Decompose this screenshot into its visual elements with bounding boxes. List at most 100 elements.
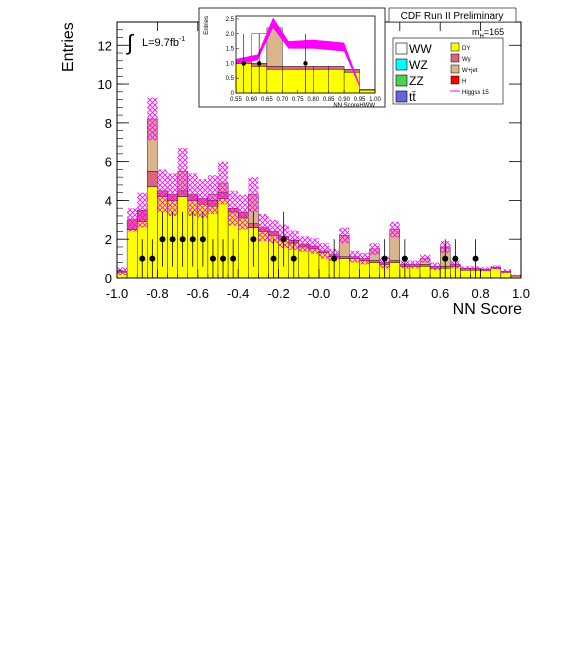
uncertainty-bin [430, 262, 440, 270]
x-tick-label: 0.2 [350, 286, 368, 301]
uncertainty-bin [309, 238, 319, 254]
x-tick-label: -0.8 [146, 286, 168, 301]
chart-title: CDF Run II Preliminary [401, 11, 504, 22]
bar-wg [390, 261, 400, 263]
data-point [271, 256, 277, 262]
inset-x-tick-label: 0.75 [292, 97, 304, 103]
uncertainty-bin [359, 253, 369, 265]
y-tick-label: 4 [105, 193, 112, 208]
inset-bar-dy [344, 72, 359, 93]
bar-dy [339, 259, 349, 278]
legend-swatch-ww [396, 43, 407, 54]
x-tick-label: 0.6 [431, 286, 449, 301]
data-point [331, 256, 337, 262]
uncertainty-bin [127, 208, 137, 231]
y-tick-label: 2 [105, 232, 112, 247]
y-axis-label: Entries [60, 22, 77, 72]
legend-swatch-wz [396, 59, 407, 70]
x-tick-label: 0.8 [472, 286, 490, 301]
legend-label-h: H [462, 79, 466, 85]
x-tick-label: -0.2 [267, 286, 289, 301]
uncertainty-bin [319, 243, 329, 259]
luminosity-annotation: ∫ L=9.7fb-1 [125, 30, 185, 55]
data-point [180, 236, 186, 242]
data-point [250, 236, 256, 242]
legend-swatch-zz [396, 75, 407, 86]
uncertainty-bin [208, 175, 218, 214]
inset-y-tick-label: 1.0 [226, 61, 235, 67]
bar-dy [420, 266, 430, 278]
integral-symbol: ∫ [125, 30, 135, 55]
legend-swatch-dy [451, 43, 459, 51]
inset-y-tick-label: 1.5 [226, 47, 235, 53]
uncertainty-bin [460, 266, 470, 270]
inset-bar-wg [313, 66, 328, 69]
bar-wg [370, 261, 380, 263]
data-point [200, 236, 206, 242]
inset-y-tick-label: 2.5 [226, 17, 235, 23]
x-axis-label: NN Score [453, 301, 522, 318]
inset-data-point [257, 61, 261, 65]
inset-y-axis-label: Entries [204, 16, 210, 35]
bar-dy [481, 270, 491, 278]
bar-dy [390, 262, 400, 278]
data-point [159, 236, 165, 242]
uncertainty-bin [147, 98, 157, 141]
legend-label-tt: tt̄ [409, 90, 416, 104]
inset-bar-dy [267, 69, 282, 93]
legend-label-wjet: W+jet [462, 68, 478, 74]
data-point [473, 256, 479, 262]
uncertainty-bin [349, 251, 359, 263]
inset-bar-dy [329, 69, 344, 93]
y-tick-label: 12 [98, 38, 112, 53]
x-tick-label: 1.0 [512, 286, 530, 301]
data-point [291, 256, 297, 262]
data-point [190, 236, 196, 242]
bar-dy [491, 268, 501, 278]
uncertainty-bin [248, 177, 258, 212]
inset-bar-dy [313, 69, 328, 93]
data-point [281, 236, 287, 242]
uncertainty-bin [390, 222, 400, 238]
bar-dy [460, 270, 470, 278]
uncertainty-bin [299, 236, 309, 252]
x-tick-label: -0.0 [308, 286, 330, 301]
data-point [170, 236, 176, 242]
uncertainty-bin [228, 191, 238, 226]
inset-bar-dy [282, 69, 313, 93]
uncertainty-bin [188, 173, 198, 216]
uncertainty-bin [168, 173, 178, 216]
inset-y-tick-label: 2.0 [226, 32, 235, 38]
inset-bar-wg [329, 66, 344, 69]
legend-swatch-h [451, 76, 459, 84]
uncertainty-bin [258, 214, 268, 241]
inset-x-axis-label: NN ScoreHWW [333, 103, 375, 109]
bar-wg [339, 257, 349, 259]
inset-y-tick-label: 0.5 [226, 76, 235, 82]
inset-x-tick-label: 0.65 [261, 97, 273, 103]
inset-data-point [242, 61, 246, 65]
data-point [210, 256, 216, 262]
uncertainty-bin [491, 265, 501, 269]
bar-dy [127, 230, 137, 278]
inset-bar-wg [267, 66, 282, 69]
uncertainty-bin [420, 255, 430, 263]
bar-wg [147, 171, 157, 187]
legend-label-zz: ZZ [409, 74, 424, 88]
inset-x-tick-label: 0.70 [276, 97, 288, 103]
legend-label-higgs: Higgsx 15 [462, 90, 489, 96]
legend-swatch-wg [451, 54, 459, 62]
data-point [220, 256, 226, 262]
bar-dy [370, 262, 380, 278]
uncertainty-bin [218, 162, 228, 205]
legend-swatch-tt [396, 91, 407, 102]
uncertainty-bin [339, 228, 349, 244]
x-tick-label: 0.4 [391, 286, 409, 301]
inset-x-tick-label: 0.80 [307, 97, 319, 103]
x-tick-label: -0.6 [187, 286, 209, 301]
y-tick-label: 0 [105, 271, 112, 286]
uncertainty-bin [370, 243, 380, 255]
inset-data-point [303, 61, 307, 65]
